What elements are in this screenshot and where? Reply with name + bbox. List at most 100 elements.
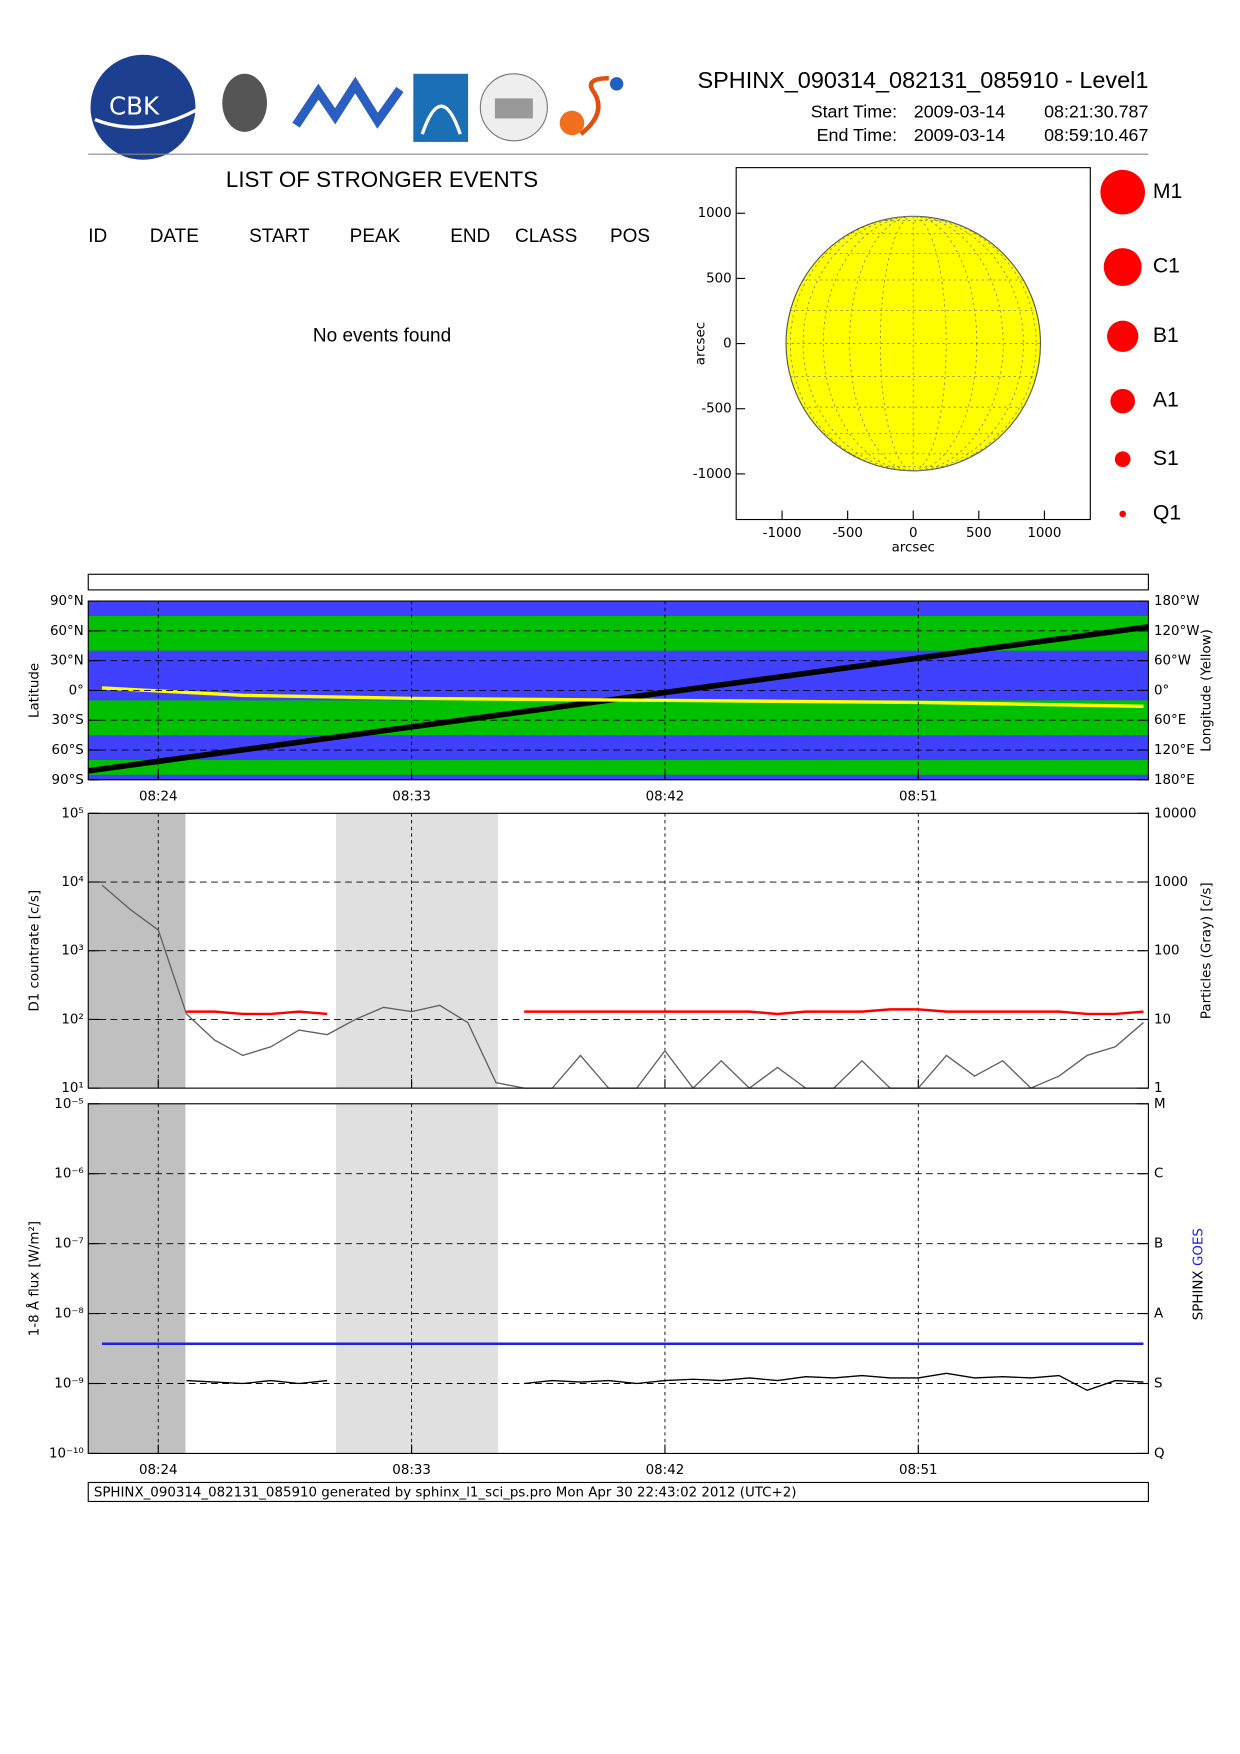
y-tick-label: 30°N <box>50 654 84 669</box>
y-tick-label: 1000 <box>698 206 732 221</box>
start-time: 08:21:30.787 <box>1044 102 1148 122</box>
logo-text: CBK <box>109 91 160 120</box>
series-line <box>101 884 1144 1090</box>
y-tick-label: 10⁴ <box>61 875 83 890</box>
report-title: SPHINX_090314_082131_085910 - Level1 <box>698 67 1149 93</box>
legend-entry: SPHINX <box>1192 1270 1207 1320</box>
column-header: POS <box>610 226 650 247</box>
y-axis-label: arcsec <box>693 322 708 365</box>
events-title: LIST OF STRONGER EVENTS <box>226 167 538 192</box>
class-dot <box>1110 388 1135 414</box>
y2-tick-label: 100 <box>1154 944 1180 959</box>
logo-swoosh <box>94 104 205 129</box>
x-tick-label: 08:24 <box>139 790 178 805</box>
y-axis-label: 1-8 Å flux [W/m²] <box>26 1221 43 1336</box>
radiation-zone <box>88 700 1149 736</box>
y-tick-label: 90°N <box>50 594 84 609</box>
x-tick-label: 08:33 <box>392 790 431 805</box>
y2-axis-label: Longitude (Yellow) <box>1199 629 1214 752</box>
footer-box <box>87 1481 1149 1503</box>
start-date: 2009-03-14 <box>914 102 1005 122</box>
y-tick-label: 10⁻⁵ <box>54 1097 83 1112</box>
x-tick-label: 08:51 <box>899 790 938 805</box>
events-message: No events found <box>313 325 451 346</box>
series-line <box>186 1372 1144 1392</box>
y2-tick-label: 10000 <box>1154 806 1197 821</box>
logo-portrait <box>222 73 267 132</box>
y-axis-label: Latitude <box>28 663 43 718</box>
y-tick-label: -1000 <box>693 467 732 482</box>
class-label: A1 <box>1153 389 1179 412</box>
disk-meridian <box>879 215 947 472</box>
y2-tick-label: A <box>1154 1307 1164 1322</box>
series-line <box>186 1008 1144 1016</box>
track-line <box>101 686 1144 708</box>
plot-frame <box>87 1103 1149 1454</box>
shaded-interval <box>88 1103 186 1454</box>
logos: CBK <box>90 54 624 160</box>
empty-bar <box>87 573 1149 591</box>
x-tick-label: 500 <box>966 526 992 541</box>
y2-tick-label: B <box>1154 1237 1163 1252</box>
y2-tick-label: 120°W <box>1154 624 1200 639</box>
x-axis-label: arcsec <box>892 540 935 555</box>
x-tick-label: 1000 <box>1027 526 1061 541</box>
legend-entry: GOES <box>1192 1228 1207 1266</box>
column-header: DATE <box>150 226 199 247</box>
class-label: Q1 <box>1153 502 1181 525</box>
plot-frame <box>87 812 1149 1089</box>
class-label: C1 <box>1153 255 1180 278</box>
y-tick-label: 10⁻⁹ <box>54 1377 83 1392</box>
class-label: B1 <box>1153 324 1179 347</box>
y2-tick-label: 1000 <box>1154 875 1188 890</box>
column-header: ID <box>88 226 107 247</box>
radiation-zone <box>88 615 1149 651</box>
footer: SPHINX_090314_082131_085910 generated by… <box>94 1486 797 1501</box>
y-tick-label: 10⁻¹⁰ <box>49 1446 84 1461</box>
end-time: 08:59:10.467 <box>1044 125 1148 145</box>
y-tick-label: 10⁻⁸ <box>54 1307 83 1322</box>
y-tick-label: 10⁻⁷ <box>54 1237 83 1252</box>
x-tick-label: 08:51 <box>899 1463 938 1478</box>
y-tick-label: 500 <box>706 271 732 286</box>
y-tick-label: 10² <box>61 1012 83 1027</box>
class-dot <box>1114 451 1131 468</box>
y-tick-label: 10³ <box>61 944 83 959</box>
class-dot <box>1100 169 1146 215</box>
disk-meridian <box>789 215 1037 472</box>
logo-mian <box>292 76 404 129</box>
y2-tick-label: 180°W <box>1154 594 1200 609</box>
y-tick-label: 10⁻⁶ <box>54 1167 83 1182</box>
disk-meridian <box>802 215 1024 472</box>
y2-tick-label: 120°E <box>1154 743 1195 758</box>
class-label: S1 <box>1153 447 1179 470</box>
y2-tick-label: C <box>1154 1167 1163 1182</box>
y-tick-label: 10⁵ <box>61 806 83 821</box>
y2-tick-label: 180°E <box>1154 773 1195 788</box>
y2-tick-label: 60°W <box>1154 654 1191 669</box>
column-header: PEAK <box>350 226 401 247</box>
x-tick-label: 08:42 <box>646 790 685 805</box>
end-label: End Time: <box>817 125 897 145</box>
y-tick-label: 0° <box>69 683 84 698</box>
start-label: Start Time: <box>811 102 897 122</box>
logo-cbk <box>90 54 196 160</box>
y-tick-label: 30°S <box>52 713 84 728</box>
solar-disk <box>785 215 1042 472</box>
y2-tick-label: M <box>1154 1097 1166 1112</box>
logo-globe <box>609 77 624 91</box>
x-tick-label: 0 <box>909 526 918 541</box>
y2-tick-label: 10 <box>1154 1012 1171 1027</box>
x-tick-label: -500 <box>832 526 862 541</box>
end-date: 2009-03-14 <box>914 125 1005 145</box>
class-dot <box>1103 248 1142 287</box>
y2-tick-label: 0° <box>1154 683 1169 698</box>
x-tick-label: 08:42 <box>646 1463 685 1478</box>
logo-arc-line <box>420 104 462 135</box>
plot-frame <box>87 600 1149 781</box>
x-tick-label: -1000 <box>763 526 802 541</box>
y-tick-label: -500 <box>701 402 731 417</box>
y2-axis-label: Particles (Gray) [c/s] <box>1199 882 1214 1019</box>
y2-tick-label: 60°E <box>1154 713 1186 728</box>
